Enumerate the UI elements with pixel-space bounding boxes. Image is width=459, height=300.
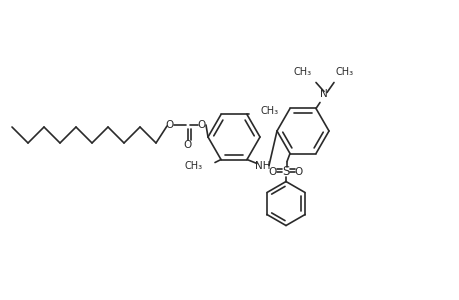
Text: O: O <box>184 140 192 150</box>
Text: O: O <box>269 167 276 176</box>
Text: S: S <box>282 165 289 178</box>
Text: CH₃: CH₃ <box>260 106 279 116</box>
Text: O: O <box>294 167 302 176</box>
Text: O: O <box>197 120 206 130</box>
Text: O: O <box>166 120 174 130</box>
Text: CH₃: CH₃ <box>335 68 353 77</box>
Text: NH: NH <box>255 160 270 170</box>
Text: CH₃: CH₃ <box>293 68 311 77</box>
Text: CH₃: CH₃ <box>185 160 202 170</box>
Text: N: N <box>319 89 327 100</box>
